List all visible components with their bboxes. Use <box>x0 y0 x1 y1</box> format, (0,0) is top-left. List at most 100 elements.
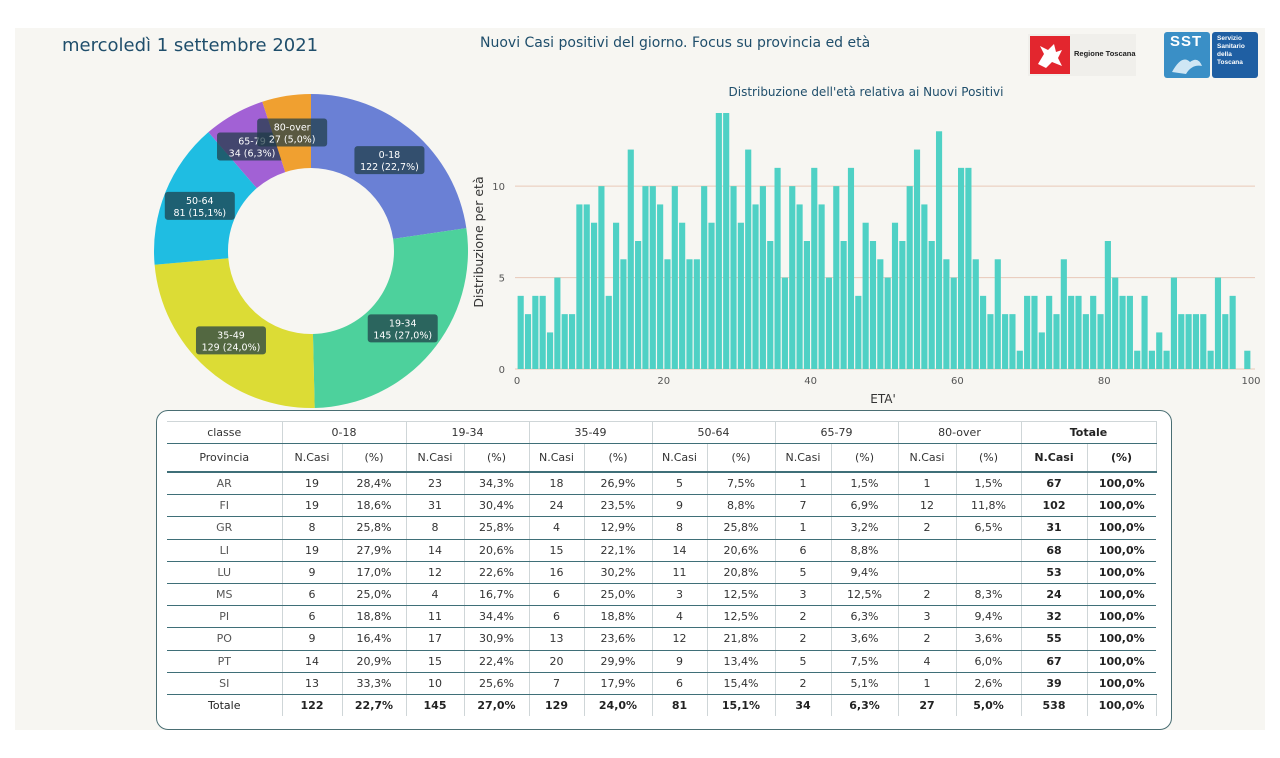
histogram-bar <box>1156 332 1163 369</box>
histogram-bar <box>862 222 869 369</box>
donut-label-value: 129 (24,0%) <box>202 342 261 353</box>
table-cell: 12,5% <box>831 583 899 607</box>
histogram-bar <box>1163 350 1170 369</box>
table-cell: 8 <box>652 516 708 540</box>
histogram-bar <box>958 167 965 369</box>
histogram-bar <box>517 295 524 369</box>
header-pct: (%) <box>464 443 530 473</box>
histogram-bar <box>1126 295 1133 369</box>
table-cell: 15,4% <box>707 672 776 695</box>
histogram-bar <box>664 259 671 369</box>
histogram-bar <box>524 314 532 369</box>
table-cell: 18,8% <box>584 605 653 629</box>
donut-label-class: 19-34 <box>389 318 417 329</box>
table-cell: 8,3% <box>956 583 1022 607</box>
table-cell: 26,9% <box>584 472 653 496</box>
total-cell: 6,3% <box>831 694 899 717</box>
table-cell: 16,4% <box>342 627 407 651</box>
header-pct: (%) <box>707 443 776 473</box>
row-total: 31 <box>1021 516 1088 540</box>
histogram-bar <box>591 222 598 369</box>
table-cell: 20,6% <box>707 539 776 562</box>
table-cell: 30,4% <box>464 494 530 518</box>
province-cell: SI <box>167 672 283 695</box>
histogram-bar <box>803 241 810 369</box>
table-cell: 5,1% <box>831 672 899 695</box>
header-pct: (%) <box>956 443 1022 473</box>
table-cell: 6,3% <box>831 605 899 629</box>
table-cell: 6 <box>652 672 708 695</box>
histogram-bar <box>1112 277 1119 369</box>
province-cell: PI <box>167 605 283 629</box>
y-tick-label: 0 <box>499 365 505 376</box>
histogram-bar <box>1229 295 1236 369</box>
table-row: PO 9 16,4% 17 30,9% 13 23,6% 12 21,8% 2 3,6% 2 3,6% 5… <box>167 627 1156 651</box>
histogram-bar <box>1148 350 1155 369</box>
donut-label-box <box>164 191 235 220</box>
figure-icon <box>1172 59 1202 74</box>
province-cell: AR <box>167 472 283 496</box>
table-cell: 2,6% <box>956 672 1022 695</box>
table-cell: 4 <box>652 605 708 629</box>
histogram-bar <box>965 167 972 369</box>
histogram-bar <box>1104 241 1111 369</box>
histogram-bar <box>759 186 766 369</box>
y-tick-label: 10 <box>492 182 505 193</box>
table-cell: 6 <box>529 605 585 629</box>
histogram-bar <box>723 113 730 369</box>
histogram-bar <box>840 241 847 369</box>
histogram-bar <box>554 277 561 369</box>
table-cell: 1 <box>775 516 832 540</box>
sst-logo: SST Servizio Sanitario della Toscana <box>1164 32 1258 78</box>
x-tick-label: 100 <box>1241 376 1260 387</box>
histogram-bar <box>613 222 620 369</box>
table-cell: 8,8% <box>707 494 776 518</box>
histogram-bar <box>847 167 855 369</box>
table-cell: 24 <box>529 494 585 518</box>
histogram-bar <box>752 204 759 369</box>
table-cell: 9 <box>652 650 708 673</box>
row-total: 53 <box>1021 561 1088 584</box>
row-total-pct: 100,0% <box>1087 605 1156 629</box>
table-cell: 3,6% <box>956 627 1022 651</box>
table-cell: 15 <box>529 539 585 562</box>
histogram-bar <box>671 186 678 369</box>
sst-logo-caption: Servizio Sanitario della Toscana <box>1212 32 1258 78</box>
row-total-pct: 100,0% <box>1087 472 1156 496</box>
table-cell: 22,4% <box>464 650 530 673</box>
sst-logo-mark: SST <box>1164 32 1210 78</box>
histogram-bar <box>642 186 649 369</box>
table-cell: 3 <box>775 583 832 607</box>
table-cell: 2 <box>898 516 957 540</box>
histogram-bar <box>1134 350 1141 369</box>
histogram-bar <box>774 167 781 369</box>
table-cell: 19 <box>282 539 343 562</box>
table-cell: 5 <box>775 561 832 584</box>
table-row: AR 19 28,4% 23 34,3% 18 26,9% 5 7,5% 1 1,5% 1 1,5% 67… <box>167 472 1156 496</box>
table-cell: 7 <box>775 494 832 518</box>
row-total: 24 <box>1021 583 1088 607</box>
table-cell: 22,6% <box>464 561 530 584</box>
histogram-bar <box>884 277 891 369</box>
table-cell: 34,4% <box>464 605 530 629</box>
row-total-pct: 100,0% <box>1087 650 1156 673</box>
table-cell: 6 <box>529 583 585 607</box>
province-cell: FI <box>167 494 283 518</box>
table-cell: 25,8% <box>342 516 407 540</box>
histogram-bar <box>583 204 590 369</box>
table-cell: 20 <box>529 650 585 673</box>
histogram-bar <box>950 277 957 369</box>
table-cell: 33,3% <box>342 672 407 695</box>
table-cell: 1 <box>775 472 832 496</box>
sst-caption-line: Servizio <box>1217 35 1242 42</box>
histogram-bar <box>987 314 994 369</box>
row-total: 67 <box>1021 650 1088 673</box>
total-cell: 27 <box>898 694 957 717</box>
table-cell: 9 <box>652 494 708 518</box>
header-pct: (%) <box>584 443 653 473</box>
histogram-bar <box>943 259 950 369</box>
